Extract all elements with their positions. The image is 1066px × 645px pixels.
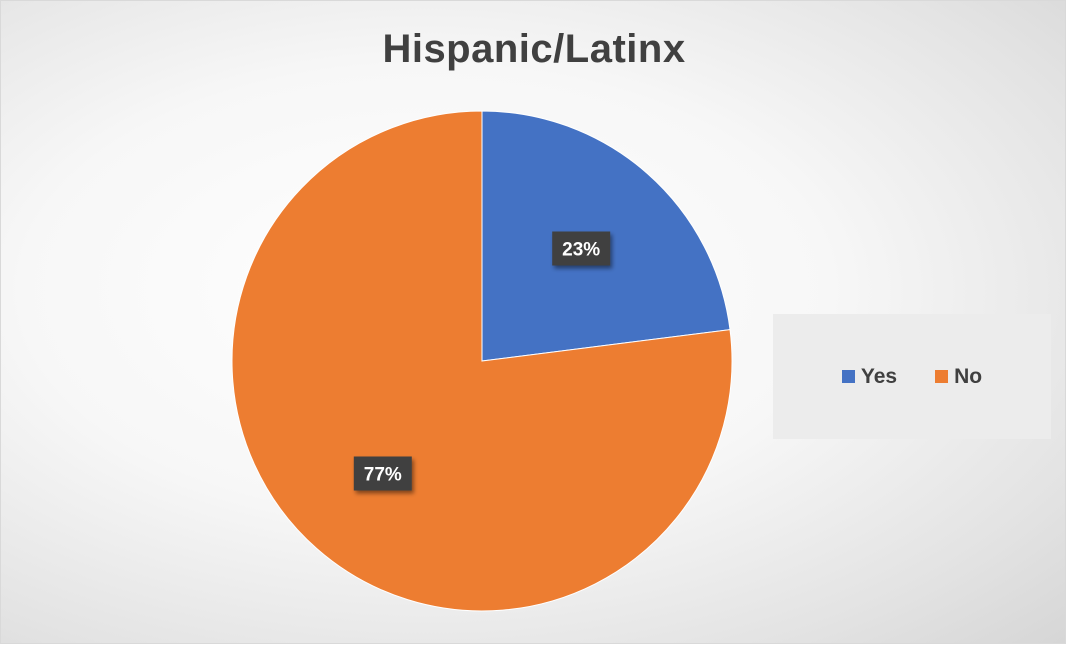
data-label-text-no: 77% <box>364 465 402 486</box>
legend-swatch-yes <box>841 370 855 383</box>
data-label-box-yes <box>552 231 611 266</box>
data-label-text-yes: 23% <box>562 240 600 261</box>
legend-label-no: No <box>954 364 983 388</box>
chart-title: Hispanic/Latinx <box>382 27 686 71</box>
data-label-yes: 23% <box>552 231 611 266</box>
legend: Yes No <box>773 314 1051 439</box>
legend-item-no: No <box>935 365 982 389</box>
legend-item-yes: Yes <box>841 364 898 389</box>
data-label-box-no <box>353 456 412 491</box>
legend-label-yes: Yes <box>860 364 898 388</box>
legend-swatch-no <box>935 370 949 383</box>
data-label-no: 77% <box>353 456 412 491</box>
